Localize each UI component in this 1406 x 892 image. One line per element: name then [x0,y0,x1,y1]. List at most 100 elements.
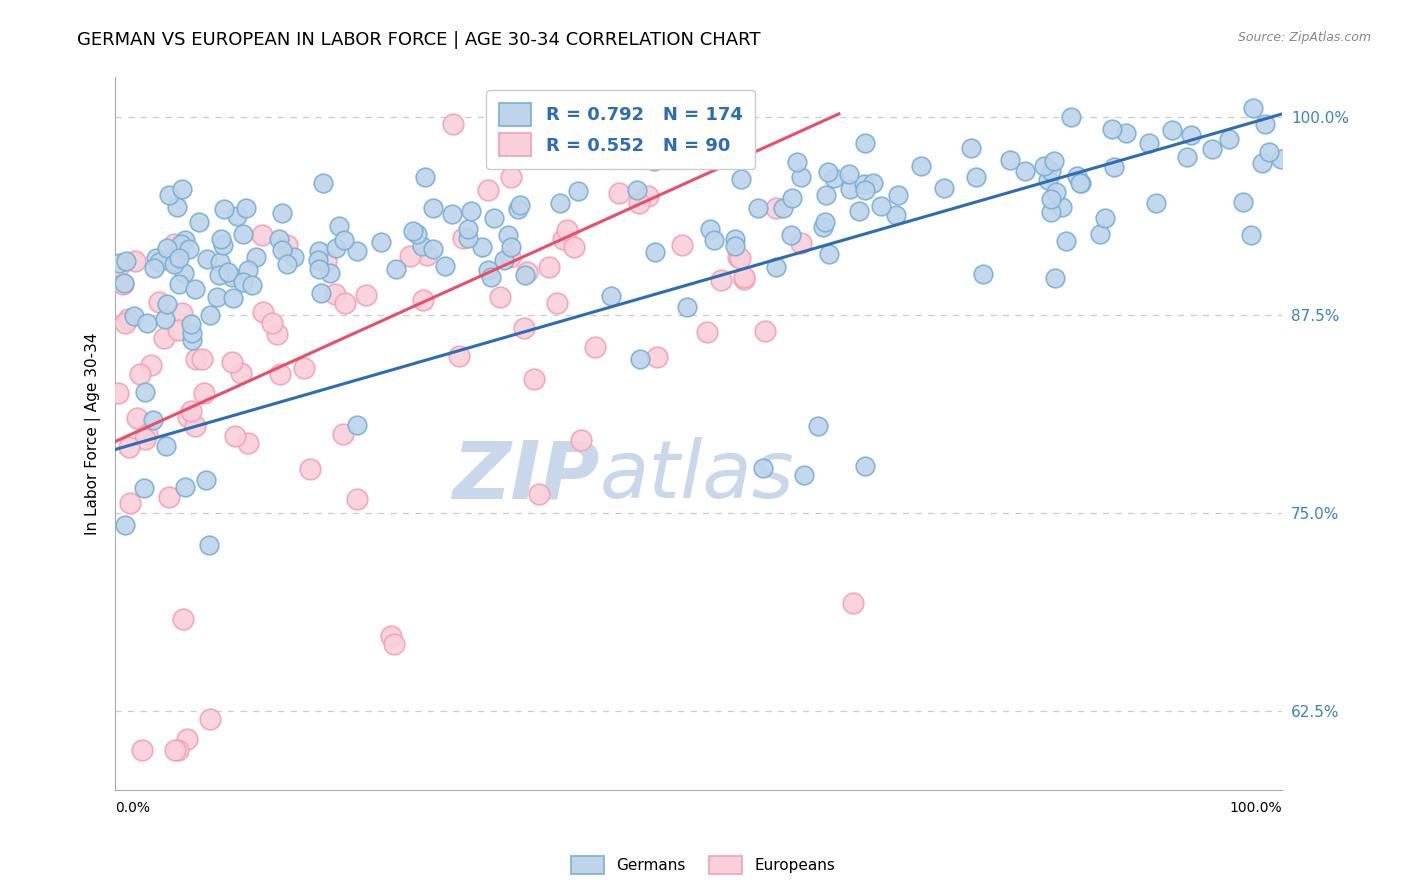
Point [848,203,870,218]
Point [176,731,198,746]
Text: 0.0%: 0.0% [115,801,150,815]
Point [960,140,983,154]
Point [335,295,357,310]
Point [780,227,803,242]
Point [125,410,148,425]
Point [245,250,267,264]
Point [163,257,186,271]
Point [142,413,165,427]
Point [1144,195,1167,210]
Legend: R = 0.792   N = 174, R = 0.552   N = 90: R = 0.792 N = 174, R = 0.552 N = 90 [486,90,755,169]
Point [240,278,263,293]
Point [628,352,651,367]
Point [710,273,733,287]
Point [644,244,666,259]
Point [523,372,546,386]
Point [471,240,494,254]
Point [1180,128,1202,142]
Point [200,712,222,726]
Point [236,435,259,450]
Point [477,262,499,277]
Point [648,136,671,150]
Point [107,259,129,273]
Point [934,181,956,195]
Point [730,171,752,186]
Point [482,211,505,226]
Point [225,209,247,223]
Point [506,202,529,216]
Point [555,223,578,237]
Point [312,176,335,190]
Text: GERMAN VS EUROPEAN IN LABOR FORCE | AGE 30-34 CORRELATION CHART: GERMAN VS EUROPEAN IN LABOR FORCE | AGE … [77,31,761,49]
Point [548,195,571,210]
Point [1069,177,1091,191]
Point [1254,117,1277,131]
Point [728,251,751,265]
Point [283,250,305,264]
Point [180,404,202,418]
Point [170,237,193,252]
Point [328,219,350,234]
Point [298,462,321,476]
Point [325,241,347,255]
Point [1040,192,1063,206]
Point [134,433,156,447]
Point [529,487,551,501]
Point [406,227,429,242]
Point [193,386,215,401]
Point [153,311,176,326]
Point [156,297,179,311]
Point [443,118,465,132]
Point [1241,101,1264,115]
Point [839,181,862,195]
Point [157,187,180,202]
Point [174,233,197,247]
Point [1257,145,1279,160]
Point [782,191,804,205]
Point [460,204,482,219]
Point [232,227,254,241]
Point [675,300,697,314]
Point [209,255,232,269]
Point [853,458,876,473]
Point [433,259,456,273]
Point [148,295,170,310]
Point [270,244,292,258]
Point [346,417,368,432]
Point [862,176,884,190]
Point [167,246,190,260]
Point [1250,156,1272,170]
Point [567,184,589,198]
Point [817,165,839,179]
Point [184,351,207,366]
Point [346,492,368,507]
Point [214,202,236,216]
Point [354,288,377,302]
Point [823,170,845,185]
Point [131,743,153,757]
Point [332,233,354,247]
Point [252,304,274,318]
Point [422,242,444,256]
Point [114,518,136,533]
Point [269,367,291,381]
Point [645,350,668,364]
Point [1066,169,1088,183]
Point [1270,153,1292,167]
Point [583,340,606,354]
Point [235,201,257,215]
Text: Source: ZipAtlas.com: Source: ZipAtlas.com [1237,31,1371,45]
Point [1232,194,1254,209]
Point [457,231,479,245]
Point [1201,142,1223,156]
Point [1036,173,1059,187]
Point [441,207,464,221]
Point [166,323,188,337]
Point [817,247,839,261]
Point [754,325,776,339]
Point [501,170,523,185]
Point [172,305,194,319]
Point [221,270,243,285]
Point [1175,150,1198,164]
Point [807,419,830,434]
